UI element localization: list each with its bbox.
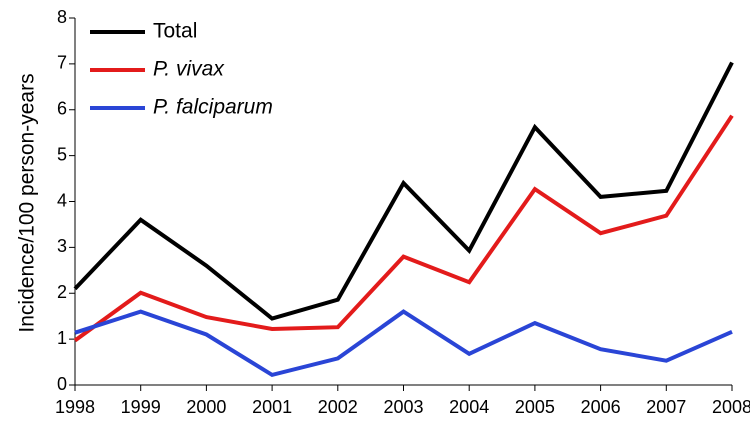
x-tick-label: 2002 <box>318 397 358 417</box>
legend-label-p-falciparum: P. falciparum <box>153 96 273 119</box>
series-lines <box>73 61 734 378</box>
y-tick-label: 2 <box>57 282 67 302</box>
axes: 0 1 2 3 4 5 6 7 8 1998 1999 2000 2001 2002 2003 2004 200… <box>55 7 750 417</box>
legend-label-total: Total <box>153 20 197 43</box>
series-line-p-vivax <box>73 114 734 343</box>
x-tick-label: 2005 <box>515 397 555 417</box>
y-axis-title: Incidence/100 person-years <box>16 73 39 332</box>
y-tick-label: 8 <box>57 7 67 27</box>
y-tick-label: 0 <box>57 374 67 394</box>
x-tick-label: 1998 <box>55 397 95 417</box>
y-tick-label: 5 <box>57 144 67 164</box>
x-tick-label: 2006 <box>581 397 621 417</box>
x-tick-label: 2004 <box>449 397 489 417</box>
series-line-p-falciparum <box>74 309 733 378</box>
y-tick-label: 6 <box>57 99 67 119</box>
y-tick-label: 4 <box>57 190 67 210</box>
x-tick-label: 2003 <box>383 397 423 417</box>
y-tick-label: 1 <box>57 328 67 348</box>
legend: Total P. vivax P. falciparum <box>90 20 273 119</box>
x-tick-label: 2008 <box>712 397 750 417</box>
x-tick-label: 2000 <box>186 397 226 417</box>
y-tick-label: 3 <box>57 236 67 256</box>
series-line-total <box>73 61 734 321</box>
x-tick-label: 1999 <box>121 397 161 417</box>
x-tick-label: 2007 <box>646 397 686 417</box>
y-tick-label: 7 <box>57 53 67 73</box>
legend-label-p-vivax: P. vivax <box>153 58 225 81</box>
x-tick-label: 2001 <box>252 397 292 417</box>
